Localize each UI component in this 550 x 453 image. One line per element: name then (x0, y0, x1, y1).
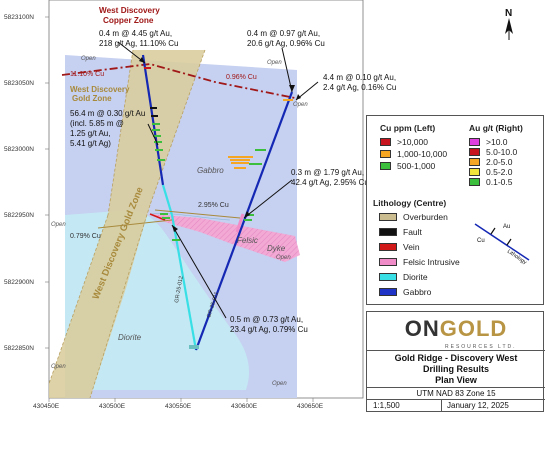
copper-zone-line (61, 63, 296, 99)
callout-text: 0.5 m @ 0.73 g/t Au, (230, 315, 303, 324)
drill-symbol-icon: Cu Au Lithology (474, 223, 530, 266)
drill-hole-gr25-012 (170, 214, 198, 351)
gold-zone-band (49, 50, 205, 398)
callout-text: 20.6 g/t Ag, 0.96% Cu (247, 39, 325, 48)
cu-label: 0.79% Cu (70, 233, 101, 240)
swatch (380, 150, 391, 158)
swatch (379, 228, 397, 236)
legend-item: Vein (379, 242, 420, 252)
callout-text: 23.4 g/t Ag, 0.79% Cu (230, 325, 308, 334)
copper-zone-title: Copper Zone (103, 16, 154, 25)
symbol-au-label: Au (503, 224, 510, 230)
grid-y-label: 5823050N (4, 80, 34, 87)
legend-item: Diorite (379, 272, 428, 282)
cu-079-line (97, 219, 173, 229)
map-date: January 12, 2025 (447, 401, 509, 410)
callout-text: 0.4 m @ 0.97 g/t Au, (247, 29, 320, 38)
felsic-label: Felsic (237, 236, 258, 245)
open-label: Open (293, 102, 308, 108)
cu-label: 2.95% Cu (198, 202, 229, 209)
grid-y-label: 5822950N (4, 212, 34, 219)
grid-y-label: 5822900N (4, 279, 34, 286)
legend-item: 1,000-10,000 (380, 149, 447, 159)
title-block: ONGOLD RESOURCES LTD. Gold Ridge - Disco… (366, 311, 545, 412)
company-logo: ONGOLD RESOURCES LTD. (404, 316, 517, 350)
swatch (469, 168, 480, 176)
diorite-label: Diorite (118, 333, 142, 342)
legend-item: 5.0-10.0 (469, 147, 517, 157)
gabbro-label: Gabbro (197, 166, 224, 175)
grid-x-label: 430550E (165, 403, 192, 410)
legend-item: Gabbro (379, 287, 431, 297)
legend-lith-title: Lithology (Centre) (373, 198, 447, 208)
callout-text: 42.4 g/t Ag, 2.95% Cu (291, 178, 369, 187)
copper-zone-title: West Discovery (99, 6, 160, 15)
dyke-label: Dyke (267, 244, 286, 253)
map-scale: 1:1,500 (373, 401, 400, 410)
cu-295-line (154, 209, 241, 219)
legend-item: Overburden (379, 212, 448, 222)
swatch (469, 158, 480, 166)
cu-label: 0.96% Cu (226, 74, 257, 81)
swatch (379, 288, 397, 296)
swatch (469, 178, 480, 186)
grid-y-label: 5823100N (4, 14, 34, 21)
callout-text: 4.4 m @ 0.10 g/t Au, (323, 73, 396, 82)
legend-item: 0.5-2.0 (469, 167, 512, 177)
swatch (379, 258, 397, 266)
grid-x-label: 430450E (33, 403, 60, 410)
legend-item: 0.1-0.5 (469, 177, 512, 187)
cu-label: 11.10% Cu (70, 71, 104, 78)
legend-au-title: Au g/t (Right) (469, 123, 523, 133)
open-label: Open (267, 60, 282, 66)
legend-item: 500-1,000 (380, 161, 435, 171)
open-label: Open (51, 364, 66, 370)
swatch (380, 162, 391, 170)
callout-text: (incl. 5.85 m @ (70, 119, 124, 128)
symbol-cu-label: Cu (477, 238, 485, 244)
callout-text: 5.41 g/t Ag) (70, 139, 111, 148)
callout-text: 0.4 m @ 4.45 g/t Au, (99, 29, 172, 38)
swatch (469, 148, 480, 156)
open-label: Open (276, 255, 291, 261)
grid-labels: 5823100N 5823050N 5823000N 5822950N 5822… (4, 14, 324, 410)
grid-x-label: 430650E (297, 403, 324, 410)
swatch (469, 138, 480, 146)
legend: Cu ppm (Left) Au g/t (Right) >10,000 1,0… (366, 115, 544, 305)
legend-cu-title: Cu ppm (Left) (380, 123, 436, 133)
drill-hole-gr25-012-upper (141, 54, 165, 186)
callout-text: 218 g/t Ag, 11.10% Cu (99, 39, 178, 48)
callout-text: 56.4 m @ 0.30 g/t Au (70, 109, 145, 118)
gold-zone-title: Gold Zone (72, 94, 112, 103)
swatch (379, 213, 397, 221)
utm-zone: UTM NAD 83 Zone 15 (416, 389, 496, 398)
hole-label: GR-25-012 (174, 276, 185, 304)
grid-y-label: 5823000N (4, 146, 34, 153)
svg-text:N: N (505, 8, 512, 19)
grid-x-label: 430600E (231, 403, 258, 410)
callout-text: 1.25 g/t Au, (70, 129, 110, 138)
legend-item: Felsic Intrusive (379, 257, 460, 267)
felsic-dyke (150, 214, 300, 262)
legend-item: >10,000 (380, 137, 428, 147)
legend-item: >10.0 (469, 137, 508, 147)
grid-y-label: 5822850N (4, 345, 34, 352)
swatch (380, 138, 391, 146)
open-label: Open (81, 56, 96, 62)
swatch (379, 243, 397, 251)
gold-zone-title: West Discovery (70, 85, 130, 94)
callout-text: 0.3 m @ 1.79 g/t Au, (291, 168, 364, 177)
legend-item: 2.0-5.0 (469, 157, 512, 167)
grid-x-label: 430500E (99, 403, 126, 410)
swatch (379, 273, 397, 281)
open-label: Open (272, 381, 287, 387)
legend-item: Fault (379, 227, 422, 237)
open-label: Open (51, 222, 66, 228)
map-title: Gold Ridge - Discovery West Drilling Res… (394, 353, 518, 385)
north-arrow-icon: N (505, 8, 513, 40)
callout-text: 2.4 g/t Ag, 0.16% Cu (323, 83, 396, 92)
